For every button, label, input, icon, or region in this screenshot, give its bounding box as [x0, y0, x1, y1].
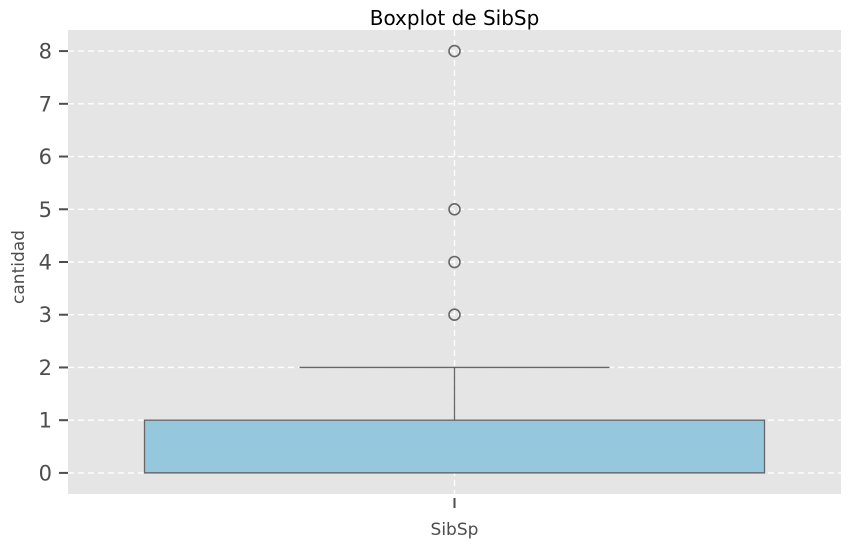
- y-tick-label: 1: [39, 409, 52, 433]
- outlier-point: [448, 308, 461, 322]
- y-tick-label: 6: [39, 145, 52, 169]
- y-tick-label: 5: [39, 198, 52, 222]
- axes: 0 1 2 3 4 5 6 7 8 SibSp: [39, 40, 479, 540]
- box-group: [143, 44, 766, 474]
- y-tick-label: 2: [39, 356, 52, 380]
- y-tick-label: 3: [39, 303, 52, 327]
- y-tick-label: 7: [39, 92, 52, 116]
- x-tick-label: SibSp: [431, 520, 479, 540]
- outlier-point: [448, 255, 461, 269]
- outlier-point: [448, 202, 461, 216]
- y-tick-label: 8: [39, 40, 52, 64]
- y-tick-label: 4: [39, 251, 52, 275]
- y-axis-label: cantidad: [9, 230, 29, 304]
- chart-title: Boxplot de SibSp: [370, 6, 540, 30]
- y-tick-label: 0: [39, 461, 52, 485]
- outlier-point: [448, 44, 461, 58]
- iqr-box: [143, 419, 766, 474]
